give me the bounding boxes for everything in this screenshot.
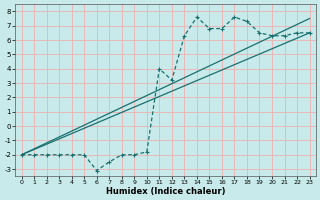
X-axis label: Humidex (Indice chaleur): Humidex (Indice chaleur) <box>106 187 225 196</box>
